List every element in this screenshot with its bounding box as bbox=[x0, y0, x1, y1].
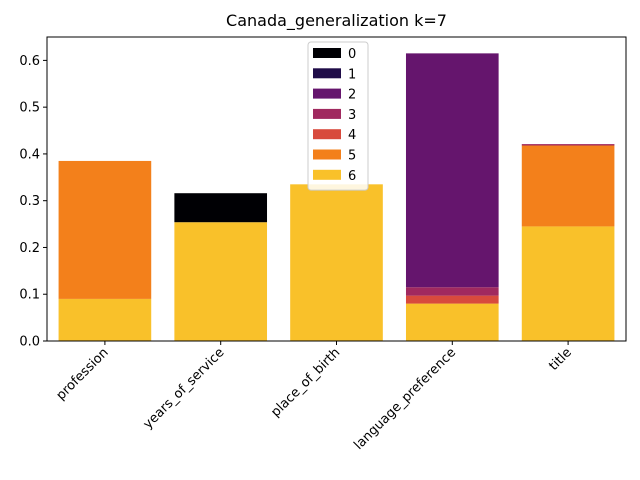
legend-label-0: 0 bbox=[348, 47, 356, 62]
legend-label-6: 6 bbox=[348, 169, 356, 184]
legend-label-3: 3 bbox=[348, 108, 356, 123]
x-tick-label: profession bbox=[54, 345, 112, 403]
legend-swatch-5 bbox=[313, 149, 341, 160]
legend-swatch-6 bbox=[313, 169, 341, 180]
legend-label-2: 2 bbox=[348, 88, 356, 103]
bar-segment-profession-series-5 bbox=[58, 160, 152, 299]
y-tick-label: 0.3 bbox=[19, 194, 40, 209]
y-tick-label: 0.2 bbox=[19, 241, 40, 256]
bar-segment-language_preference-series-3 bbox=[405, 287, 499, 296]
legend-swatch-3 bbox=[313, 108, 341, 119]
bar-segment-profession-series-6 bbox=[58, 298, 152, 341]
bars-group bbox=[58, 53, 615, 341]
x-tick-label: title bbox=[546, 345, 575, 374]
legend-swatch-0 bbox=[313, 48, 341, 58]
chart-title: Canada_generalization k=7 bbox=[226, 11, 447, 31]
bar-segment-language_preference-series-6 bbox=[405, 303, 499, 341]
y-tick-label: 0.4 bbox=[19, 147, 40, 162]
x-tick-label: language_preference bbox=[351, 345, 459, 453]
bar-segment-years_of_service-series-0 bbox=[174, 193, 268, 223]
legend-label-5: 5 bbox=[348, 149, 356, 164]
y-tick-label: 0.1 bbox=[19, 288, 40, 303]
legend-swatch-4 bbox=[313, 129, 341, 140]
bar-segment-title-series-5 bbox=[521, 145, 615, 227]
y-tick-label: 0.0 bbox=[19, 335, 40, 350]
legend-swatch-1 bbox=[313, 68, 341, 79]
x-tick-label: place_of_birth bbox=[268, 345, 343, 420]
legend: 0 1 2 3 4 5 6 bbox=[307, 41, 369, 191]
y-tick-label: 0.5 bbox=[19, 101, 40, 116]
bar-segment-language_preference-series-2 bbox=[405, 53, 499, 288]
bar-segment-language_preference-series-4 bbox=[405, 295, 499, 304]
bar-segment-title-series-6 bbox=[521, 226, 615, 341]
bar-segment-title-series-3 bbox=[521, 144, 615, 146]
bar-segment-place_of_birth-series-6 bbox=[290, 184, 383, 341]
x-tick-label: years_of_service bbox=[141, 345, 228, 432]
y-tick-label: 0.6 bbox=[19, 54, 40, 69]
legend-label-4: 4 bbox=[348, 128, 356, 143]
bar-segment-years_of_service-series-6 bbox=[174, 222, 268, 341]
legend-swatch-2 bbox=[313, 88, 341, 99]
legend-label-1: 1 bbox=[348, 67, 356, 82]
